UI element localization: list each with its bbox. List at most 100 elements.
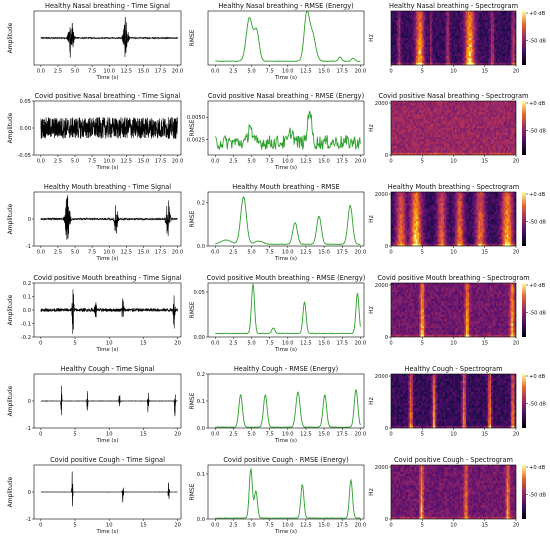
spectrogram-cell	[403, 192, 406, 195]
spectrogram-cell	[422, 51, 425, 55]
spectrogram-cell	[442, 139, 445, 142]
spectrogram-cell	[469, 107, 471, 111]
spectrogram-cell	[405, 62, 407, 65]
spectrogram-cell	[428, 121, 431, 124]
spectrogram-cell	[428, 221, 431, 224]
spectrogram-cell	[466, 123, 468, 127]
spectrogram-cell	[408, 53, 411, 57]
spectrogram-cell	[473, 44, 476, 48]
spectrogram-cell	[391, 47, 393, 50]
spectrogram-cell	[480, 38, 482, 41]
spectrogram-cell	[512, 24, 515, 28]
spectrogram-cell	[406, 214, 409, 218]
spectrogram-cell	[437, 143, 440, 147]
spectrogram-cell	[426, 103, 429, 106]
spectrogram-cell	[441, 132, 443, 136]
spectrogram-cell	[512, 22, 515, 25]
spectrogram-cell	[391, 152, 393, 155]
spectrogram-cell	[503, 13, 506, 16]
spectrogram-cell	[441, 53, 443, 57]
spectrogram-cell	[483, 110, 486, 113]
spectrogram-cell	[508, 33, 511, 37]
spectrogram-cell	[483, 49, 486, 52]
spectrogram-cell	[445, 105, 448, 109]
spectrogram-cell	[489, 148, 492, 151]
spectrogram-cell	[426, 237, 429, 240]
spectrogram-cell	[408, 141, 411, 145]
spectrogram-cell	[497, 150, 500, 154]
spectrogram-cell	[478, 107, 481, 111]
spectrogram-cell	[489, 121, 492, 124]
spectrogram-cell	[414, 24, 417, 28]
spectrogram-cell	[478, 33, 481, 37]
spectrogram-cell	[444, 207, 446, 211]
spectrogram-cell	[470, 29, 473, 32]
spectrogram-cell	[455, 11, 457, 14]
spectrogram-cell	[508, 42, 511, 46]
spectrogram-cell	[480, 42, 482, 46]
spectrogram-cell	[401, 119, 404, 122]
spectrogram-cell	[401, 203, 404, 206]
spectrogram-cell	[442, 42, 445, 46]
spectrogram-cell	[484, 56, 487, 59]
spectrogram-cell	[497, 134, 500, 138]
spectrogram-cell	[394, 110, 396, 113]
spectrogram-cell	[469, 146, 471, 149]
spectrogram-cell	[430, 26, 432, 30]
spectrogram-cell	[394, 198, 396, 202]
spectrogram-cell	[395, 116, 398, 120]
spectrogram-cell	[505, 116, 507, 120]
spectrogram-cell	[391, 24, 393, 28]
spectrogram-cell	[425, 223, 428, 227]
spectrogram-cell	[441, 141, 443, 145]
spectrogram-cell	[470, 35, 473, 39]
spectrogram-cell	[501, 150, 504, 154]
spectrogram-cell	[403, 198, 406, 202]
spectrogram-cell	[392, 205, 395, 209]
spectrogram-cell	[394, 139, 396, 142]
spectrogram-cell	[425, 225, 428, 229]
subplot-9: Healthy Mouth breathing - Spectrogram+0 …	[368, 183, 546, 256]
spectrogram-cell	[476, 112, 479, 115]
spectrogram-cell	[448, 243, 451, 246]
spectrogram-cell	[509, 128, 512, 131]
spectrogram-cell	[436, 201, 439, 204]
spectrogram-cell	[445, 112, 448, 115]
spectrogram-cell	[416, 22, 418, 25]
spectrogram-cell	[397, 139, 400, 142]
spectrogram-cell	[425, 141, 428, 145]
spectrogram-cell	[495, 134, 498, 138]
spectrogram-cell	[437, 123, 440, 127]
spectrogram-cell	[408, 201, 411, 204]
spectrogram-cell	[403, 234, 406, 238]
spectrogram-cell	[439, 101, 442, 104]
spectrogram-cell	[451, 22, 454, 25]
spectrogram-cell	[444, 112, 446, 115]
spectrogram-cell	[448, 150, 451, 154]
spectrogram-cell	[428, 137, 431, 140]
spectrogram-cell	[444, 121, 446, 124]
spectrogram-cell	[422, 114, 425, 118]
spectrogram-cell	[497, 130, 500, 133]
spectrogram-cell	[434, 225, 437, 229]
spectrogram-cell	[420, 35, 423, 39]
spectrogram-cell	[441, 221, 443, 224]
spectrogram-cell	[475, 31, 478, 34]
spectrogram-cell	[408, 44, 411, 48]
spectrogram-cell	[511, 143, 514, 147]
spectrogram-cell	[505, 40, 507, 43]
spectrogram-cell	[425, 212, 428, 215]
spectrogram-cell	[391, 237, 393, 240]
spectrogram-cell	[417, 38, 420, 41]
spectrogram-cell	[412, 103, 415, 106]
spectrogram-cell	[430, 150, 432, 154]
spectrogram-cell	[423, 123, 426, 127]
spectrogram-cell	[508, 29, 511, 32]
spectrogram-cell	[505, 123, 507, 127]
spectrogram-cell	[466, 44, 468, 48]
spectrogram-cell	[481, 20, 484, 23]
spectrogram-cell	[422, 228, 425, 231]
spectrogram-cell	[455, 152, 457, 155]
spectrogram-cell	[426, 49, 429, 52]
spectrogram-cell	[456, 141, 459, 145]
